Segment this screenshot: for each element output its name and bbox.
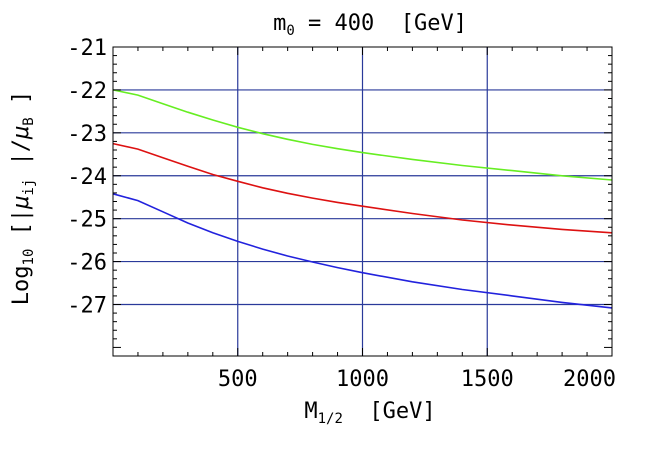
chart-title: m0 = 400 [GeV] <box>273 11 467 39</box>
x-tick-label: 500 <box>218 367 258 392</box>
series-line-red <box>112 142 613 234</box>
x-tick-label: 1500 <box>461 367 514 392</box>
y-tick-label: -23 <box>67 122 107 147</box>
series-lines <box>112 89 613 309</box>
y-tick-label: -22 <box>67 79 107 104</box>
series-line-blue <box>112 193 613 309</box>
y-tick-label: -26 <box>67 251 107 276</box>
x-tick-label: 1000 <box>336 367 389 392</box>
grid <box>113 47 612 356</box>
y-tick-label: -24 <box>67 165 107 190</box>
axis-ticks <box>113 47 612 356</box>
y-tick-label: -25 <box>67 208 107 233</box>
series-line-green <box>112 89 613 181</box>
y-axis-title: Log10 [|μij |/μB ] <box>9 91 37 305</box>
tick-labels: 500 1000 1500 2000 -21 -22 -23 -24 -25 -26 -27 <box>67 36 616 392</box>
x-axis-title: M1/2 [GeV] <box>304 399 435 427</box>
x-tick-label: 2000 <box>563 367 616 392</box>
y-tick-label: -21 <box>67 36 107 61</box>
y-tick-label: -27 <box>67 294 107 319</box>
